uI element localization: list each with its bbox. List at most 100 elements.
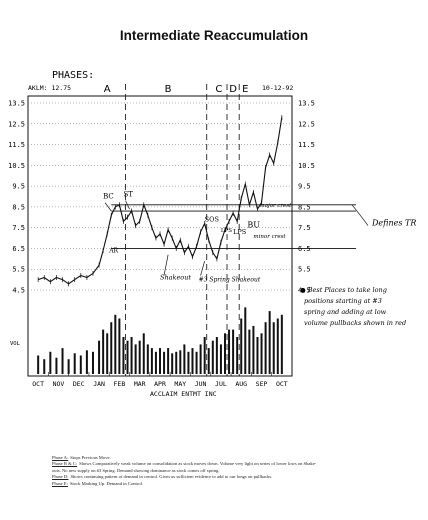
annotation-arrow [125, 200, 130, 210]
y-tick-label-left: 4.5 [12, 287, 25, 295]
legend-key: Phase B & C: [52, 461, 78, 467]
x-tick-label: MAR [134, 380, 146, 388]
annotation-spring: #3 Spring Shakeout [199, 277, 261, 284]
volume-bar [85, 350, 88, 374]
legend-row: Phase E: Stock Marking Up. Demand in Cont… [52, 481, 392, 487]
volume-bar [276, 318, 279, 374]
price-series [37, 115, 283, 287]
annotation-st: ST [123, 191, 133, 199]
annotation-sos: SOS [205, 215, 219, 223]
y-tick-label-right: 4.5 [298, 287, 311, 295]
annotation-major-crest: major crest [260, 203, 293, 209]
ticker-label: AKLM: 12.75 [28, 84, 71, 92]
volume-bar [55, 357, 58, 374]
y-tick-label-right: 11.5 [298, 141, 315, 149]
volume-bar [73, 353, 76, 374]
chart-grid [27, 95, 356, 377]
volume-bar [142, 333, 145, 374]
x-axis-title: ACCLAIM ENTMT INC [150, 390, 217, 398]
volume-bar [167, 348, 170, 374]
y-tick-label-right: 8.5 [298, 203, 311, 211]
y-tick-label-left: 12.5 [8, 120, 25, 128]
x-tick-label: AUG [235, 380, 247, 388]
defines-tr-brace [351, 204, 369, 226]
y-axis-left: 13.5 12.5 11.5 10.5 9.5 8.5 7.5 6.5 5.5 4.5 [8, 100, 25, 295]
plot-frame [27, 95, 293, 377]
legend-text: outs. No new supply on #3 Spring. Demand… [52, 467, 220, 473]
volume-bar [256, 337, 259, 374]
legend-row: Phase B & C: Shows Comparatively weak vol… [52, 461, 392, 467]
volume-bar [37, 355, 40, 374]
volume-bar [199, 344, 202, 374]
x-tick-label: OCT [276, 380, 288, 388]
volume-bar [67, 359, 70, 374]
y-tick-label-right: 6.5 [298, 245, 311, 253]
volume-bar [159, 348, 161, 374]
volume-bar [138, 340, 141, 374]
legend-key: Phase D: [52, 474, 69, 480]
volume-bar [163, 351, 166, 374]
x-tick-label: JUN [195, 380, 207, 388]
legend-row: outs. No new supply on #3 Spring. Demand… [52, 468, 392, 474]
volume-bar [106, 333, 109, 374]
annotation-arrow [104, 202, 112, 212]
volume-bar [79, 355, 82, 374]
volume-bar [187, 351, 190, 374]
annotation-bc: BC [103, 193, 114, 201]
volume-bar [203, 337, 206, 374]
legend-row: Phase A: Stops Previous Move. [52, 455, 392, 461]
volume-bar [207, 348, 210, 374]
y-tick-label-right: 13.5 [298, 100, 315, 108]
legend-text: Stock Marking Up. Demand in Control. [69, 480, 144, 486]
y-tick-label-right: 7.5 [298, 224, 311, 232]
x-tick-label: MAY [174, 380, 186, 388]
annotation-ar: AR [108, 248, 118, 255]
price-line [38, 117, 283, 285]
y-tick-label-left: 8.5 [12, 203, 25, 211]
annotation-arrow [163, 254, 169, 276]
volume-bar [232, 329, 235, 374]
volume-bar [179, 350, 182, 374]
volume-bar [248, 329, 251, 374]
annotation-shakeout: Shakeout [160, 274, 191, 282]
volume-bar [260, 333, 263, 374]
volume-bar [110, 322, 113, 374]
x-tick-label: OCT [32, 380, 44, 388]
annotation-bu: BU [247, 221, 260, 230]
volume-bar [280, 314, 283, 374]
volume-bar [244, 307, 247, 374]
phase-label-c: C [215, 84, 222, 95]
volume-bar [211, 340, 214, 374]
x-axis: OCT NOV DEC JAN FEB MAR APR MAY JUN JUL AUG SEP OCT [27, 372, 288, 388]
volume-bar [134, 344, 137, 374]
volume-bar [215, 337, 218, 374]
volume-bar [228, 329, 231, 374]
volume-bar [150, 348, 153, 374]
legend-text: Shows continuing pattern of demand in co… [70, 474, 273, 480]
volume-bar [49, 351, 52, 374]
y-tick-label-left: 9.5 [12, 183, 25, 191]
phase-legend: Phase A: Stops Previous Move. Phase B & C:… [52, 455, 392, 487]
phase-label-d: D [229, 84, 237, 95]
volume-bar [61, 348, 64, 374]
x-tick-label: NOV [53, 380, 65, 388]
y-tick-label-left: 5.5 [12, 266, 25, 274]
y-axis-right: 13.5 12.5 11.5 10.5 9.5 8.5 7.5 6.5 5.5 4.5 [298, 100, 315, 295]
x-tick-label: DEC [73, 380, 85, 388]
volume-bars [37, 307, 283, 374]
volume-bar [223, 333, 226, 374]
volume-bar [191, 348, 194, 374]
annotation-arrow [200, 260, 206, 276]
legend-key: Phase E: [52, 480, 68, 486]
y-tick-label-right: 5.5 [298, 266, 311, 274]
phase-label-a: A [104, 84, 111, 95]
annotation-lps-2: LPS [221, 228, 232, 234]
legend-text: Shows Comparatively weak volume on conso… [79, 461, 317, 467]
volume-bar [122, 337, 125, 374]
phases-label: PHASES: [52, 70, 94, 81]
volume-bar [183, 344, 186, 374]
phase-label-b: B [165, 84, 172, 95]
volume-bar [236, 337, 239, 374]
y-tick-label-left: 6.5 [12, 245, 25, 253]
